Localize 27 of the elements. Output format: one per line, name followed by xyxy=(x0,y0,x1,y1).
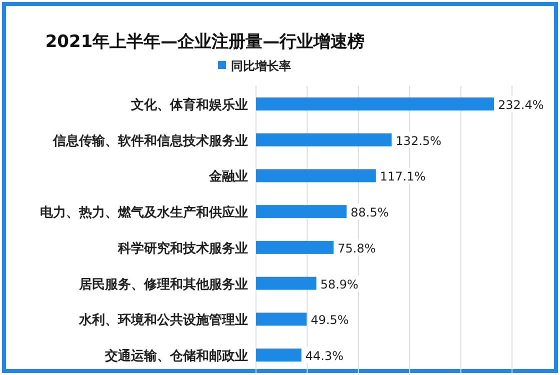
y-tick-label: 文化、体育和娱乐业 xyxy=(130,96,248,113)
bar xyxy=(256,276,316,290)
bar xyxy=(256,205,347,218)
data-label: 49.5% xyxy=(310,313,349,328)
y-tick-label: 水利、环境和公共设施管理业 xyxy=(78,312,248,328)
data-label: 44.3% xyxy=(305,349,344,364)
bar xyxy=(256,133,392,146)
y-tick-label: 金融业 xyxy=(208,170,248,185)
y-tick-label: 居民服务、修理和其他服务业 xyxy=(78,276,248,292)
y-tick-label: 电力、热力、燃气及水生产和供应业 xyxy=(40,204,248,221)
y-tick-label: 科学研究和技术服务业 xyxy=(117,240,248,256)
data-label: 232.4% xyxy=(498,98,544,112)
bar xyxy=(256,240,334,254)
legend: 同比增长率 xyxy=(218,59,291,73)
bar xyxy=(256,169,376,182)
y-tick-label: 交通运输、仓储和邮政业 xyxy=(104,348,248,364)
bar xyxy=(256,348,302,362)
bar xyxy=(256,97,494,110)
data-label: 75.8% xyxy=(338,241,376,256)
y-tick-label: 信息传输、软件和信息技术服务业 xyxy=(52,132,248,149)
chart-title: 2021年上半年—企业注册量—行业增速榜 xyxy=(45,32,365,52)
data-label: 88.5% xyxy=(350,206,389,220)
data-label: 132.5% xyxy=(396,134,442,148)
legend-label: 同比增长率 xyxy=(231,59,291,73)
data-label: 117.1% xyxy=(380,170,426,184)
data-label: 58.9% xyxy=(320,277,358,292)
bar xyxy=(256,312,307,326)
